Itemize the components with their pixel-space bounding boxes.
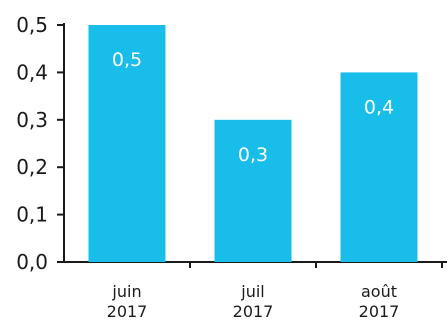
bars: 0,5 0,3 0,4 [88, 25, 418, 263]
bar-juin [88, 25, 166, 262]
data-label-juin: 0,5 [112, 49, 142, 71]
x-tick-label-year: 2017 [107, 302, 148, 321]
x-tick-label-month: juil [240, 282, 264, 301]
x-tick-label-month: août [361, 282, 397, 301]
bar-août [340, 72, 418, 263]
y-tick-label: 0,0 [16, 250, 48, 274]
x-tick-label-month: juin [111, 282, 141, 301]
data-label-juil: 0,3 [238, 144, 268, 166]
y-tick-label: 0,5 [16, 13, 48, 37]
x-tick-label-year: 2017 [359, 302, 400, 321]
y-tick-label: 0,3 [16, 108, 48, 132]
x-tick-label-year: 2017 [233, 302, 274, 321]
y-axis: 0,0 0,1 0,2 0,3 0,4 0,5 [16, 13, 65, 274]
y-tick-label: 0,1 [16, 203, 48, 227]
y-tick-label: 0,2 [16, 155, 48, 179]
data-label-août: 0,4 [364, 96, 394, 118]
y-tick-label: 0,4 [16, 60, 48, 84]
bar-juil [214, 119, 292, 262]
